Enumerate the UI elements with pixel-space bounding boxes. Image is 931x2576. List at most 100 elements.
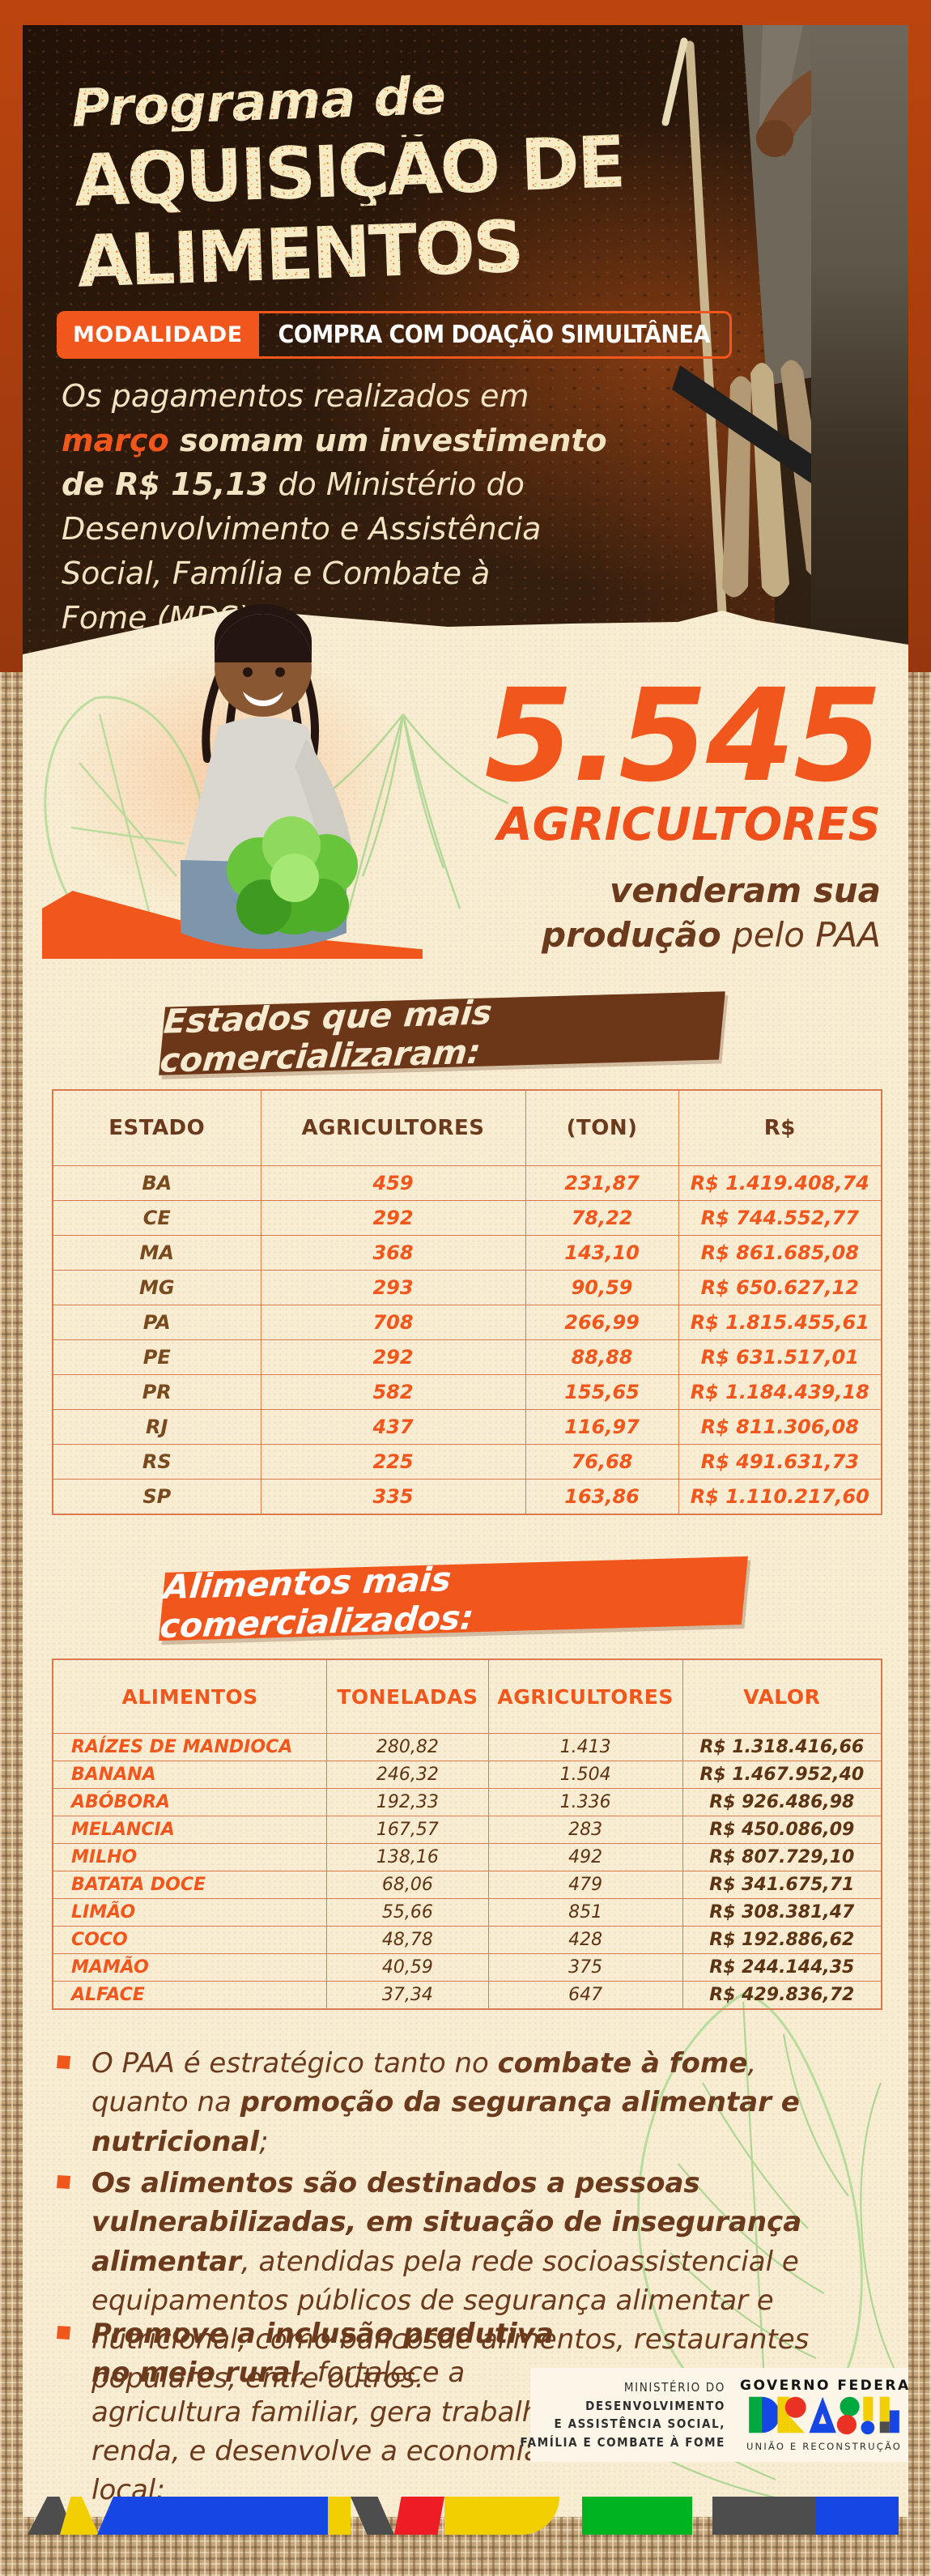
farmers-cell: 647	[487, 1982, 682, 2008]
value-cell: R$ 1.419.408,74	[678, 1166, 881, 1200]
value-cell: R$ 429.836,72	[682, 1982, 881, 2008]
bullet-square-icon	[57, 2326, 70, 2340]
state-cell: SP	[142, 1485, 172, 1508]
tons-cell: 88,88	[525, 1340, 678, 1374]
value-cell: R$ 926.486,98	[682, 1789, 881, 1816]
uniao-reconstrucao-label: UNIÃO E RECONSTRUÇÃO	[746, 2441, 903, 2452]
column-header: R$	[678, 1091, 881, 1165]
stripe-red	[394, 2497, 444, 2535]
program-title-line2: ALIMENTOS	[75, 208, 627, 298]
tons-cell: 163,86	[525, 1480, 678, 1514]
table-row: MA 368 143,10 R$ 861.685,08	[53, 1235, 881, 1270]
state-cell: BA	[142, 1172, 172, 1194]
table-row: MAMÃO 40,59 375 R$ 244.144,35	[53, 1953, 881, 1981]
table-row: MG 293 90,59 R$ 650.627,12	[53, 1270, 881, 1305]
table-row: RAÍZES DE MANDIOCA 280,82 1.413 R$ 1.318…	[53, 1733, 881, 1761]
modality-value: COMPRA COM DOAÇÃO SIMULTÂNEA	[258, 311, 732, 359]
column-header: (TON)	[525, 1091, 678, 1165]
value-cell: R$ 861.685,08	[678, 1236, 881, 1270]
stripe-yellow	[328, 2497, 351, 2535]
lead-accent-month: março	[62, 422, 169, 458]
value-cell: R$ 631.517,01	[678, 1340, 881, 1374]
state-cell: PA	[142, 1311, 171, 1334]
stripe-yellow-curved	[444, 2497, 559, 2535]
farmers-cell: 292	[260, 1201, 525, 1235]
government-signature-box: MINISTÉRIO DO DESENVOLVIMENTO E ASSISTÊN…	[521, 2368, 908, 2462]
ministry-wordmark: MINISTÉRIO DO DESENVOLVIMENTO E ASSISTÊN…	[520, 2380, 725, 2450]
farmers-cell: 375	[487, 1954, 682, 1981]
farmers-cell: 851	[487, 1899, 682, 1926]
farmers-cell: 708	[260, 1305, 525, 1339]
tons-cell: 231,87	[525, 1166, 678, 1200]
food-cell: RAÍZES DE MANDIOCA	[71, 1737, 293, 1757]
states-table-body: BA 459 231,87 R$ 1.419.408,74 CE 292 78,…	[53, 1165, 881, 1514]
column-header: AGRICULTORES	[487, 1660, 682, 1733]
value-cell: R$ 1.467.952,40	[682, 1761, 881, 1788]
table-row: SP 335 163,86 R$ 1.110.217,60	[53, 1479, 881, 1514]
farmers-cell: 1.413	[487, 1734, 682, 1761]
farmers-cell: 479	[487, 1871, 682, 1898]
value-cell: R$ 308.381,47	[682, 1899, 881, 1926]
food-cell: ALFACE	[71, 1985, 145, 2005]
tons-cell: 76,68	[525, 1445, 678, 1479]
modality-badge: MODALIDADE COMPRA COM DOAÇÃO SIMULTÂNEA	[57, 311, 732, 359]
lead-line: de R$ 15,13 do Ministério do	[62, 466, 525, 503]
modality-label: MODALIDADE	[57, 311, 259, 359]
stripe-blue	[97, 2497, 328, 2535]
farmers-cell: 492	[487, 1844, 682, 1871]
foods-table: ALIMENTOS TONELADAS AGRICULTORES VALOR R…	[52, 1658, 882, 2010]
program-title-line1: AQUISIÇÃO DE	[72, 120, 625, 223]
foods-table-header: ALIMENTOS TONELADAS AGRICULTORES VALOR	[53, 1660, 881, 1733]
tons-cell: 55,66	[326, 1899, 487, 1926]
farmers-cell: 582	[260, 1375, 525, 1409]
column-header: TONELADAS	[326, 1660, 487, 1733]
state-cell: PE	[142, 1346, 171, 1369]
lead-line: Social, Família e Combate à	[62, 555, 491, 591]
table-row: CE 292 78,22 R$ 744.552,77	[53, 1200, 881, 1235]
value-cell: R$ 807.729,10	[682, 1844, 881, 1871]
farmers-cell: 368	[260, 1236, 525, 1270]
farmers-count: 5.545	[484, 662, 882, 811]
lead-line: março somam um investimento	[62, 422, 607, 458]
tons-cell: 143,10	[525, 1236, 678, 1270]
tons-cell: 192,33	[326, 1789, 487, 1816]
column-header: ESTADO	[108, 1116, 206, 1140]
column-header: AGRICULTORES	[260, 1091, 525, 1165]
table-row: ABÓBORA 192,33 1.336 R$ 926.486,98	[53, 1788, 881, 1816]
content-panel: 5.545 AGRICULTORES venderam sua produção…	[23, 609, 908, 2517]
table-row: COCO 48,78 428 R$ 192.886,62	[53, 1926, 881, 1953]
headline-block: 5.545 AGRICULTORES venderam sua produção…	[484, 662, 882, 957]
food-cell: MAMÃO	[71, 1957, 149, 1978]
state-cell: CE	[142, 1207, 171, 1229]
table-row: PA 708 266,99 R$ 1.815.455,61	[53, 1305, 881, 1339]
tons-cell: 155,65	[525, 1375, 678, 1409]
food-cell: BANANA	[71, 1765, 156, 1785]
table-row: MELANCIA 167,57 283 R$ 450.086,09	[53, 1816, 881, 1843]
value-cell: R$ 491.631,73	[678, 1445, 881, 1479]
value-cell: R$ 650.627,12	[678, 1271, 881, 1305]
farmers-cell: 283	[487, 1816, 682, 1843]
value-cell: R$ 244.144,35	[682, 1954, 881, 1981]
tons-cell: 78,22	[525, 1201, 678, 1235]
value-cell: R$ 1.318.416,66	[682, 1734, 881, 1761]
state-cell: MA	[139, 1241, 174, 1264]
column-header: VALOR	[682, 1660, 881, 1733]
stripe-yellow	[60, 2497, 99, 2535]
brasil-logo	[749, 2396, 899, 2435]
farmers-cell: 225	[260, 1445, 525, 1479]
stripe-green	[582, 2497, 692, 2535]
lead-line: Desenvolvimento e Assistência	[62, 511, 542, 547]
stripe-gray	[712, 2497, 816, 2535]
table-row: BA 459 231,87 R$ 1.419.408,74	[53, 1165, 881, 1200]
bullet-item: O PAA é estratégico tanto no combate à f…	[57, 2044, 858, 2161]
tons-cell: 138,16	[326, 1844, 487, 1871]
value-cell: R$ 1.184.439,18	[678, 1375, 881, 1409]
value-cell: R$ 450.086,09	[682, 1816, 881, 1843]
bullet-text: O PAA é estratégico tanto no combate à f…	[91, 2047, 800, 2158]
tons-cell: 37,34	[326, 1982, 487, 2008]
food-cell: LIMÃO	[71, 1902, 136, 1922]
table-row: ALFACE 37,34 647 R$ 429.836,72	[53, 1981, 881, 2008]
tons-cell: 246,32	[326, 1761, 487, 1788]
farmers-cell: 1.336	[487, 1789, 682, 1816]
farmers-cell: 459	[260, 1166, 525, 1200]
